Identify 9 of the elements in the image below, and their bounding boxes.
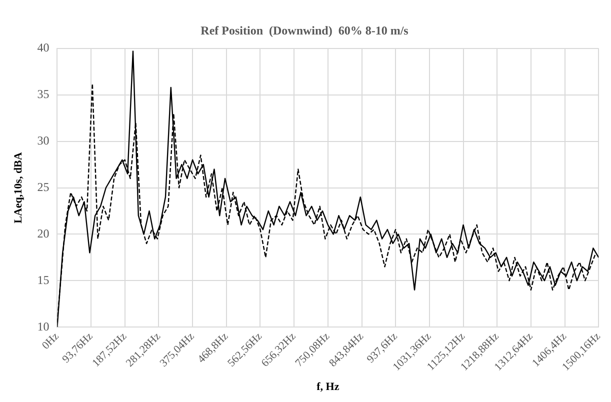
y-axis-title: LAeq,10s, dBA [12,152,24,224]
y-tick-label: 25 [37,180,50,194]
y-tick-label: 20 [37,226,50,240]
y-tick-label: 35 [37,87,50,102]
y-tick-label: 40 [37,40,50,55]
chart-title: Ref Position (Downwind) 60% 8-10 m/s [200,23,409,38]
y-tick-label: 30 [37,133,50,148]
x-axis-title: f, Hz [316,381,340,394]
y-tick-label: 15 [37,272,50,287]
